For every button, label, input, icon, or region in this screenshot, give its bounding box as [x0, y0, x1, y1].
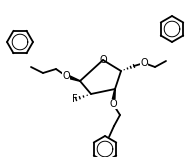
- Text: O: O: [62, 71, 70, 81]
- Text: O: O: [109, 99, 117, 109]
- Polygon shape: [111, 89, 115, 104]
- Polygon shape: [65, 74, 80, 81]
- Text: O: O: [99, 55, 107, 65]
- Text: F: F: [72, 94, 78, 104]
- Text: O: O: [140, 58, 148, 68]
